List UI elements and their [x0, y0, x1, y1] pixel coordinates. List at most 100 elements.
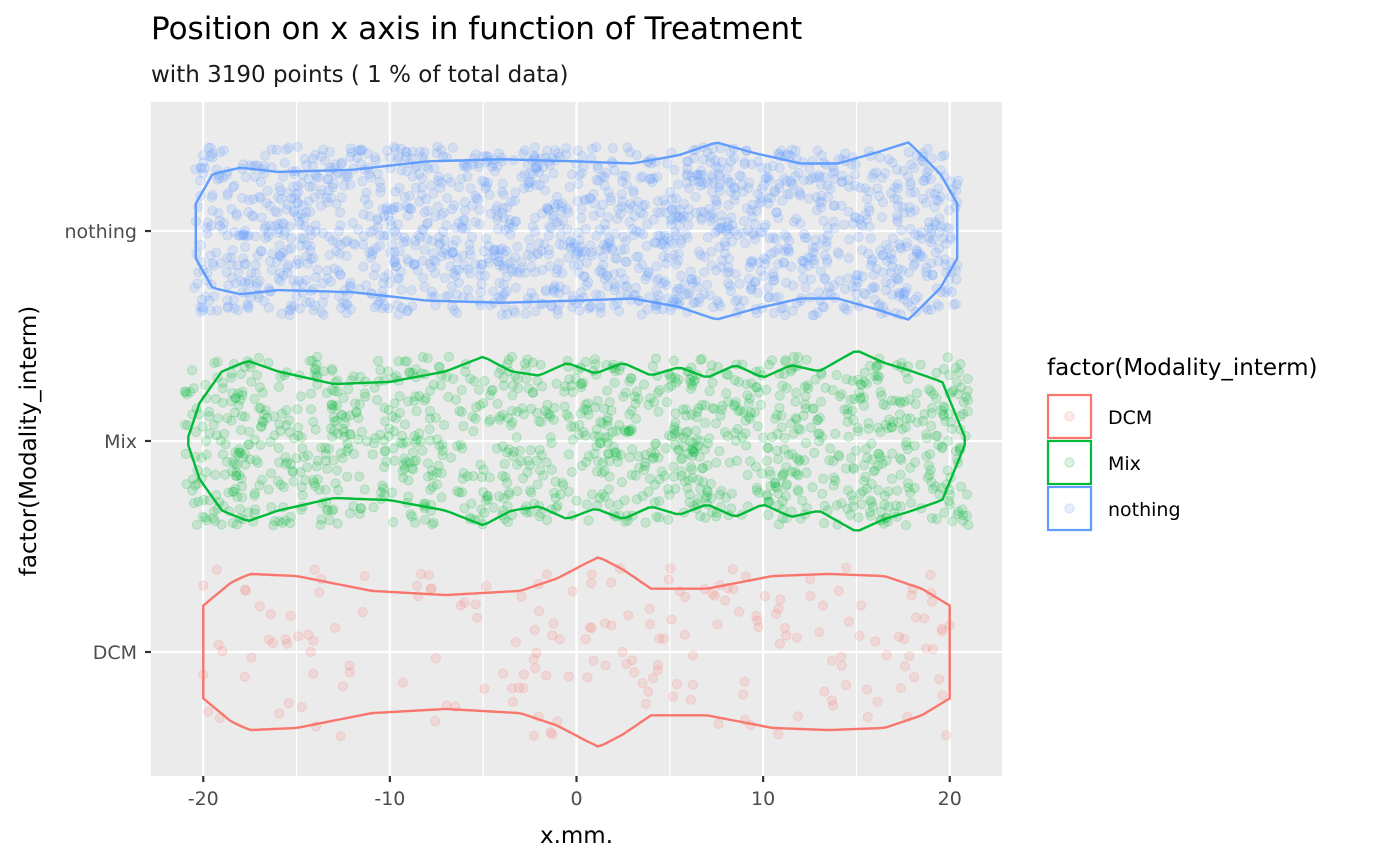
data-point-mix — [348, 371, 359, 382]
data-point-mix — [640, 449, 651, 460]
data-point-mix — [915, 359, 926, 370]
data-point-nothing — [316, 307, 327, 318]
data-point-nothing — [631, 150, 642, 161]
data-point-mix — [180, 386, 191, 398]
data-point-mix — [558, 480, 569, 491]
data-point-mix — [428, 517, 439, 528]
legend-key-point — [1064, 457, 1075, 468]
data-point-mix — [524, 460, 536, 471]
data-point-nothing — [584, 301, 596, 312]
data-point-mix — [249, 394, 260, 405]
data-point-dcm — [919, 613, 930, 624]
data-point-mix — [953, 367, 965, 378]
data-point-nothing — [470, 149, 481, 160]
data-point-dcm — [652, 659, 664, 671]
data-point-dcm — [239, 584, 251, 595]
minor-gridlines — [295, 102, 858, 776]
x-tick-label: 10 — [751, 788, 775, 810]
data-point-dcm — [309, 564, 320, 575]
data-point-nothing — [195, 175, 206, 186]
data-point-mix — [656, 466, 667, 477]
data-point-dcm — [459, 597, 470, 608]
data-point-mix — [235, 424, 247, 436]
data-point-dcm — [329, 622, 341, 633]
data-point-dcm — [791, 632, 803, 643]
data-point-dcm — [600, 660, 611, 671]
data-point-mix — [682, 483, 693, 494]
data-point-dcm — [510, 637, 521, 648]
data-point-mix — [354, 471, 365, 482]
data-point-nothing — [651, 304, 662, 315]
data-point-dcm — [588, 655, 599, 666]
data-point-mix — [876, 390, 887, 401]
data-point-dcm — [308, 635, 319, 647]
data-point-dcm — [937, 690, 948, 701]
data-point-nothing — [449, 305, 460, 316]
data-point-nothing — [520, 308, 531, 319]
data-point-mix — [948, 385, 959, 396]
data-point-nothing — [400, 146, 411, 157]
data-point-dcm — [893, 631, 905, 642]
data-point-nothing — [334, 291, 345, 302]
data-point-dcm — [213, 639, 224, 650]
data-point-nothing — [370, 152, 381, 163]
data-point-nothing — [286, 300, 297, 311]
data-point-mix — [253, 352, 264, 363]
data-point-mix — [500, 472, 511, 483]
data-point-nothing — [447, 142, 458, 153]
data-point-mix — [285, 511, 296, 523]
data-point-dcm — [529, 624, 540, 636]
data-point-dcm — [541, 670, 552, 681]
data-point-mix — [409, 456, 420, 467]
data-point-dcm — [203, 706, 214, 717]
data-point-dcm — [563, 671, 575, 682]
data-point-mix — [433, 361, 445, 372]
data-point-mix — [633, 462, 645, 473]
data-point-mix — [397, 438, 408, 449]
data-point-dcm — [621, 659, 632, 670]
data-point-nothing — [382, 145, 393, 156]
data-point-nothing — [922, 304, 933, 315]
data-point-nothing — [402, 305, 413, 316]
data-point-dcm — [759, 591, 771, 602]
data-point-dcm — [533, 606, 545, 617]
data-point-mix — [957, 510, 969, 521]
data-point-dcm — [283, 698, 294, 709]
data-point-dcm — [335, 731, 346, 742]
data-point-mix — [773, 488, 784, 499]
data-point-dcm — [861, 684, 873, 695]
data-point-nothing — [355, 144, 366, 155]
x-axis-label: x.mm. — [540, 823, 613, 849]
data-point-dcm — [567, 586, 578, 597]
data-point-dcm — [805, 590, 816, 602]
data-point-mix — [377, 480, 388, 491]
data-point-dcm — [430, 716, 441, 727]
data-point-mix — [963, 519, 974, 531]
data-point-nothing — [198, 157, 209, 168]
data-point-mix — [474, 384, 485, 395]
data-point-mix — [763, 359, 775, 370]
data-point-dcm — [727, 564, 738, 575]
violin-dcm — [202, 556, 951, 748]
data-point-mix — [551, 502, 562, 513]
data-point-mix — [188, 498, 200, 509]
data-point-mix — [354, 508, 365, 520]
data-point-dcm — [779, 622, 791, 634]
data-point-nothing — [609, 300, 620, 311]
data-point-mix — [368, 502, 379, 513]
data-point-mix — [187, 365, 198, 376]
data-point-mix — [602, 437, 613, 448]
data-point-mix — [193, 496, 204, 507]
data-point-dcm — [836, 651, 847, 662]
data-point-dcm — [836, 660, 847, 671]
data-point-mix — [901, 413, 912, 424]
data-point-nothing — [934, 301, 945, 312]
data-point-mix — [938, 364, 949, 375]
data-point-mix — [883, 423, 894, 434]
data-point-mix — [232, 459, 243, 470]
data-point-mix — [770, 481, 781, 492]
data-point-mix — [321, 387, 332, 398]
data-point-dcm — [680, 591, 691, 603]
data-point-dcm — [337, 681, 348, 692]
data-point-mix — [378, 483, 389, 494]
